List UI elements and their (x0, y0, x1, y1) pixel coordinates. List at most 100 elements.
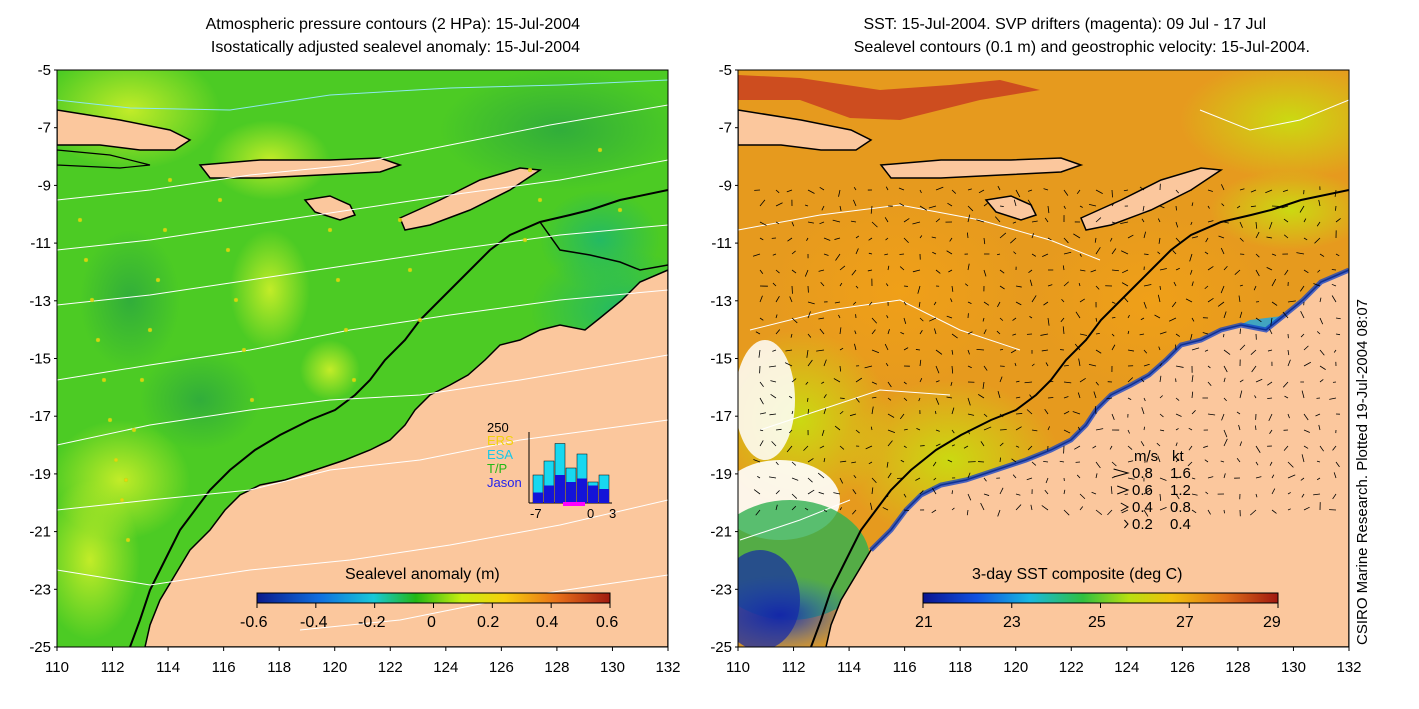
left-colorbar-label: Sealevel anomaly (m) (345, 566, 500, 583)
legend-esa: ESA (487, 447, 514, 462)
left-xlabel-6: 122 (378, 659, 403, 676)
legend-arrow-1 (1117, 485, 1130, 495)
left-axis-labels: -5 -7 -9 -11 -13 -15 -17 -19 -21 -23 -25 110 112 114 1… (29, 62, 680, 676)
inset-bar-dark-0 (533, 492, 543, 503)
right-ylabel-7: -19 (710, 466, 732, 483)
right-xlabel-3: 116 (893, 659, 917, 676)
left-title-line1: Atmospheric pressure contours (2 HPa): 1… (205, 16, 580, 33)
sst-tick-3: 27 (1176, 614, 1194, 631)
right-colorbar-label: 3-day SST composite (deg C) (972, 566, 1183, 583)
right-ylabel-3: -11 (711, 235, 732, 252)
right-title-line2: Sealevel contours (0.1 m) and geostrophi… (853, 39, 1310, 56)
right-ylabel-1: -7 (719, 120, 732, 137)
left-xlabel-3: 116 (212, 659, 236, 676)
legend-arrow-0 (1113, 468, 1130, 478)
legend-kt-1: 1.2 (1170, 482, 1191, 499)
sla-tick-3: 0 (427, 614, 436, 631)
left-title-line2: Isostatically adjusted sealevel anomaly:… (210, 39, 580, 56)
left-colorbar-tick-labels: -0.6 -0.4 -0.2 0 0.2 0.4 0.6 (230, 614, 640, 636)
sst-colorbar (922, 592, 1279, 608)
right-ylabel-2: -9 (719, 177, 732, 194)
sealevel-colorbar (256, 592, 611, 608)
right-ylabel-6: -17 (710, 408, 732, 425)
inset-x-label-0: -7 (530, 506, 542, 521)
altimeter-count-inset (528, 432, 612, 506)
inset-bar-dark-2 (555, 475, 565, 503)
sst-tick-2: 25 (1088, 614, 1106, 631)
sst-tick-4: 29 (1263, 614, 1281, 631)
legend-ms-0: 0.8 (1132, 465, 1153, 482)
left-ylabel-9: -23 (29, 581, 51, 598)
right-xlabel-8: 126 (1170, 659, 1195, 676)
right-axis-labels: -5 -7 -9 -11 -13 -15 -17 -19 -21 -23 -25 110 112 114 1… (710, 62, 1361, 676)
right-ylabel-4: -13 (710, 293, 732, 310)
left-xlabel-8: 126 (489, 659, 514, 676)
legend-kt-3: 0.4 (1170, 516, 1191, 533)
legend-ms-3: 0.2 (1132, 516, 1153, 533)
left-ylabel-6: -17 (29, 408, 51, 425)
left-xlabel-0: 110 (45, 659, 69, 676)
right-xlabel-2: 114 (837, 659, 861, 676)
inset-bar-dark-5 (588, 485, 598, 503)
legend-ers: ERS (487, 433, 514, 448)
right-xlabel-4: 118 (948, 659, 972, 676)
sla-tick-2: -0.2 (358, 614, 386, 631)
left-xlabel-1: 112 (101, 659, 125, 676)
legend-header-ms: m/s (1134, 448, 1159, 465)
left-ylabel-1: -7 (38, 120, 51, 137)
sla-tick-0: -0.6 (240, 614, 268, 631)
left-xlabel-10: 130 (600, 659, 625, 676)
right-xlabel-6: 122 (1059, 659, 1084, 676)
legend-arrow-2 (1120, 502, 1130, 512)
left-ylabel-0: -5 (38, 62, 51, 79)
inset-bar-dark-6 (599, 489, 609, 503)
right-colorbar-tick-labels: 21 23 25 27 29 (905, 614, 1305, 636)
right-xlabel-9: 128 (1225, 659, 1250, 676)
left-ylabel-5: -15 (29, 351, 51, 368)
left-ylabel-4: -13 (29, 293, 51, 310)
right-ylabel-8: -21 (710, 524, 732, 541)
sst-tick-0: 21 (915, 614, 933, 631)
inset-bar-dark-3 (566, 482, 576, 503)
inset-bar-dark-1 (544, 485, 554, 503)
left-ylabel-3: -11 (30, 235, 51, 252)
legend-ms-1: 0.6 (1132, 482, 1153, 499)
sst-tick-1: 23 (1003, 614, 1021, 631)
left-ylabel-8: -21 (29, 524, 51, 541)
left-xlabel-2: 114 (156, 659, 180, 676)
inset-x-label-2: 3 (609, 506, 617, 521)
sla-tick-6: 0.6 (596, 614, 619, 631)
inset-bar-dark-4 (577, 478, 587, 503)
left-xlabel-4: 118 (267, 659, 291, 676)
left-ylabel-2: -9 (38, 177, 51, 194)
sla-tick-4: 0.2 (477, 614, 500, 631)
sla-tick-5: 0.4 (536, 614, 559, 631)
right-ylabel-9: -23 (710, 581, 732, 598)
left-xlabel-11: 132 (655, 659, 680, 676)
legend-header-kt: kt (1172, 448, 1184, 465)
credit-text: CSIRO Marine Research. Plotted 19-Jul-20… (1354, 299, 1371, 645)
left-xlabel-7: 124 (433, 659, 458, 676)
legend-kt-2: 0.8 (1170, 499, 1191, 516)
left-ylabel-10: -25 (29, 639, 51, 656)
inset-ymax-label: 250 (487, 420, 509, 435)
sla-tick-1: -0.4 (300, 614, 328, 631)
legend-ms-2: 0.4 (1132, 499, 1153, 516)
left-xlabel-9: 128 (544, 659, 569, 676)
velocity-legend: m/s kt 0.8 1.6 0.6 1.2 0.4 0.8 0.2 0.4 (1130, 448, 1220, 533)
sealevel-anomaly-field (57, 70, 668, 647)
legend-tp: T/P (487, 461, 508, 476)
legend-kt-0: 1.6 (1170, 465, 1191, 482)
left-xlabel-5: 120 (322, 659, 347, 676)
right-xlabel-1: 112 (782, 659, 806, 676)
legend-jason: Jason (487, 475, 522, 490)
right-xlabel-7: 124 (1114, 659, 1139, 676)
legend-arrow-3 (1124, 519, 1129, 529)
right-xlabel-0: 110 (726, 659, 750, 676)
svg-text:CSIRO Marine Research. Plotted: CSIRO Marine Research. Plotted 19-Jul-20… (1354, 299, 1371, 645)
left-ylabel-7: -19 (29, 466, 51, 483)
right-xlabel-10: 130 (1281, 659, 1306, 676)
inset-x-label-1: 0 (587, 506, 595, 521)
right-ylabel-0: -5 (719, 62, 732, 79)
